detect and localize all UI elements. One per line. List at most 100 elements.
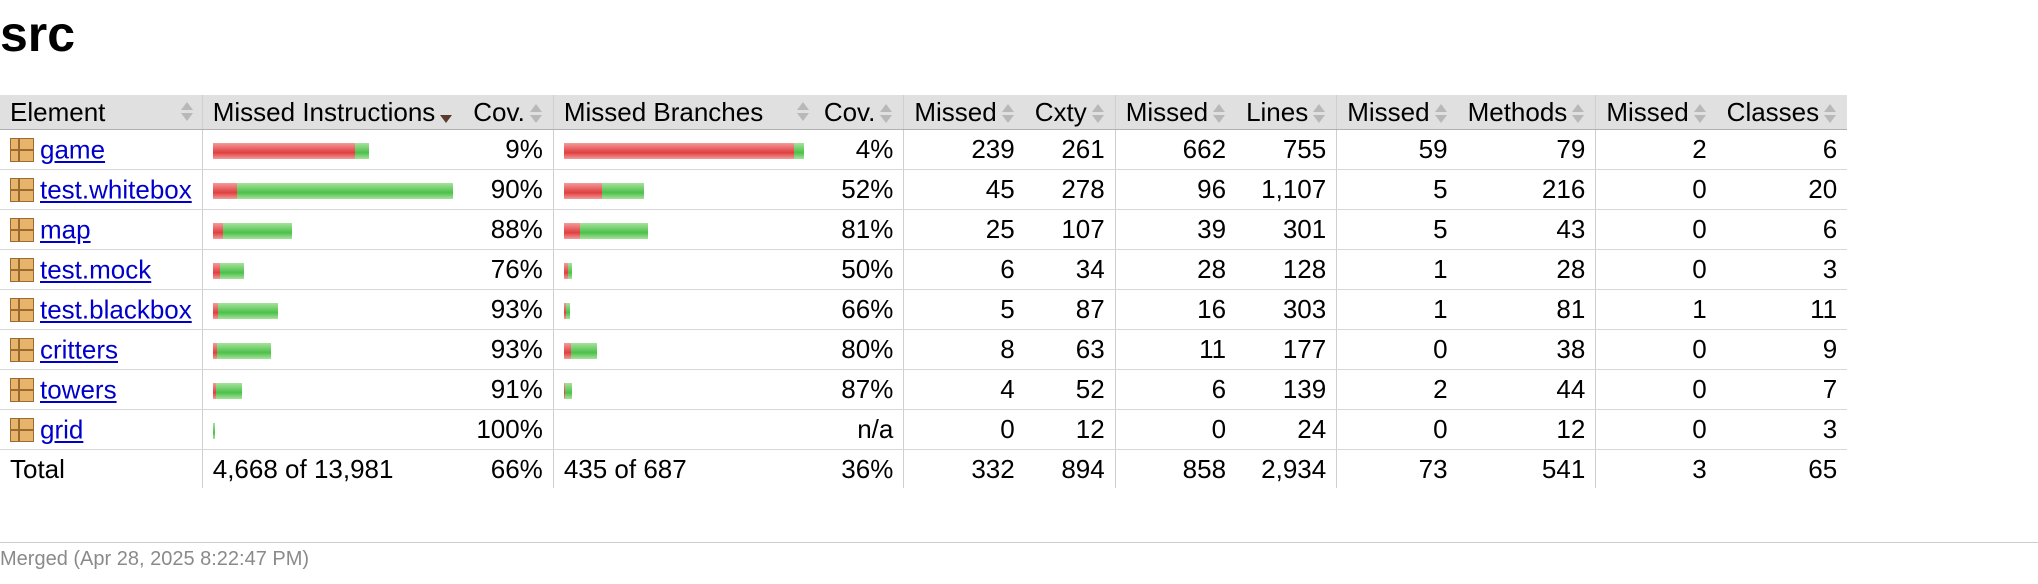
classes-value: 6 <box>1716 209 1848 250</box>
missed-segment <box>563 343 571 360</box>
col-methods[interactable]: Methods <box>1457 95 1596 130</box>
package-link[interactable]: towers <box>40 374 117 405</box>
col-missed-label: Missed <box>914 96 997 127</box>
missed-lines-value: 39 <box>1114 209 1237 250</box>
missed-classes-value: 0 <box>1595 209 1717 250</box>
covered-segment <box>793 143 804 160</box>
sort-icon <box>1823 103 1837 125</box>
covered-segment <box>601 183 644 200</box>
package-link[interactable]: game <box>40 134 106 165</box>
instructions-bar <box>212 183 453 200</box>
total-missed-classes: 3 <box>1595 449 1717 488</box>
branches-coverage: 87% <box>813 369 904 410</box>
package-icon <box>10 138 34 163</box>
missed-lines-value: 11 <box>1114 329 1237 370</box>
instructions-bar-cell <box>201 289 464 330</box>
col-classes[interactable]: Classes <box>1716 95 1848 130</box>
sort-icon <box>1091 103 1105 125</box>
branches-bar <box>563 303 570 320</box>
table-row: test.blackbox 93% 66% 5 87 16 303 1 81 1 11 <box>0 289 1848 330</box>
cxty-value: 261 <box>1024 129 1116 170</box>
cxty-value: 52 <box>1024 369 1116 410</box>
covered-segment <box>579 223 648 240</box>
missed-segment <box>212 383 216 400</box>
header-row: Element Missed Instructions Cov. Missed … <box>0 95 1848 130</box>
instructions-bar <box>212 343 271 360</box>
sort-desc-icon <box>439 103 453 125</box>
sort-icon <box>1001 103 1015 125</box>
covered-segment <box>212 423 215 440</box>
missed-cxty-value: 8 <box>903 329 1025 370</box>
footer-timestamp: Merged (Apr 28, 2025 8:22:47 PM) <box>0 548 310 570</box>
col-missed-methods[interactable]: Missed <box>1336 95 1458 130</box>
package-link[interactable]: grid <box>40 414 84 445</box>
covered-segment <box>565 303 570 320</box>
total-missed-cxty: 332 <box>903 449 1025 488</box>
missed-methods-value: 5 <box>1336 209 1458 250</box>
coverage-table: Element Missed Instructions Cov. Missed … <box>0 95 1848 488</box>
branches-bar <box>563 143 804 160</box>
missed-segment <box>563 303 566 320</box>
col-cxty[interactable]: Cxty <box>1024 95 1116 130</box>
cxty-value: 12 <box>1024 409 1116 450</box>
package-icon <box>10 258 34 283</box>
missed-methods-value: 1 <box>1336 249 1458 290</box>
lines-value: 24 <box>1236 409 1337 450</box>
package-icon <box>10 338 34 363</box>
col-missed-classes[interactable]: Missed <box>1595 95 1717 130</box>
col-cov-branches[interactable]: Cov. <box>813 95 904 130</box>
missed-classes-value: 0 <box>1595 409 1717 450</box>
branches-coverage: n/a <box>813 409 904 450</box>
col-missed-branches[interactable]: Missed Branches <box>552 95 814 130</box>
sort-icon <box>1571 103 1585 125</box>
branches-bar-cell <box>552 249 814 290</box>
col-lines[interactable]: Lines <box>1236 95 1337 130</box>
lines-value: 301 <box>1236 209 1337 250</box>
package-link[interactable]: test.blackbox <box>40 294 192 325</box>
table-row: grid 100% n/a 0 12 0 24 0 12 0 3 <box>0 409 1848 450</box>
col-missed-instructions-label: Missed Instructions <box>212 96 436 127</box>
covered-segment <box>570 343 597 360</box>
missed-cxty-value: 5 <box>903 289 1025 330</box>
instructions-coverage: 90% <box>463 169 554 210</box>
table-row: critters 93% 80% 8 63 11 177 0 38 0 9 <box>0 329 1848 370</box>
package-link[interactable]: map <box>40 214 91 245</box>
package-link[interactable]: test.mock <box>40 254 152 285</box>
package-link[interactable]: critters <box>40 334 118 365</box>
instructions-coverage: 100% <box>463 409 554 450</box>
col-cov-instructions[interactable]: Cov. <box>463 95 554 130</box>
covered-segment <box>236 183 453 200</box>
branches-coverage: 50% <box>813 249 904 290</box>
branches-bar-cell <box>552 169 814 210</box>
col-missed-lines[interactable]: Missed <box>1114 95 1237 130</box>
methods-value: 28 <box>1457 249 1596 290</box>
missed-classes-value: 0 <box>1595 369 1717 410</box>
cxty-value: 63 <box>1024 329 1116 370</box>
missed-classes-value: 0 <box>1595 249 1717 290</box>
missed-segment <box>563 183 602 200</box>
element-cell: critters <box>0 329 203 370</box>
col-cov-label: Cov. <box>823 96 876 127</box>
missed-methods-value: 5 <box>1336 169 1458 210</box>
element-cell: grid <box>0 409 203 450</box>
total-missed-methods: 73 <box>1336 449 1458 488</box>
package-link[interactable]: test.whitebox <box>40 174 192 205</box>
missed-segment <box>212 143 355 160</box>
missed-segment <box>212 343 217 360</box>
branches-bar <box>563 183 644 200</box>
covered-segment <box>216 343 271 360</box>
covered-segment <box>354 143 369 160</box>
col-missed-cxty[interactable]: Missed <box>903 95 1025 130</box>
branches-coverage: 4% <box>813 129 904 170</box>
element-cell: map <box>0 209 203 250</box>
branches-bar-cell <box>552 329 814 370</box>
branches-coverage: 80% <box>813 329 904 370</box>
classes-value: 3 <box>1716 409 1848 450</box>
col-element[interactable]: Element <box>0 95 203 130</box>
cxty-value: 34 <box>1024 249 1116 290</box>
sort-icon <box>1212 103 1226 125</box>
col-missed-instructions[interactable]: Missed Instructions <box>201 95 464 130</box>
instructions-bar <box>212 423 215 440</box>
missed-lines-value: 662 <box>1114 129 1237 170</box>
covered-segment <box>564 383 572 400</box>
